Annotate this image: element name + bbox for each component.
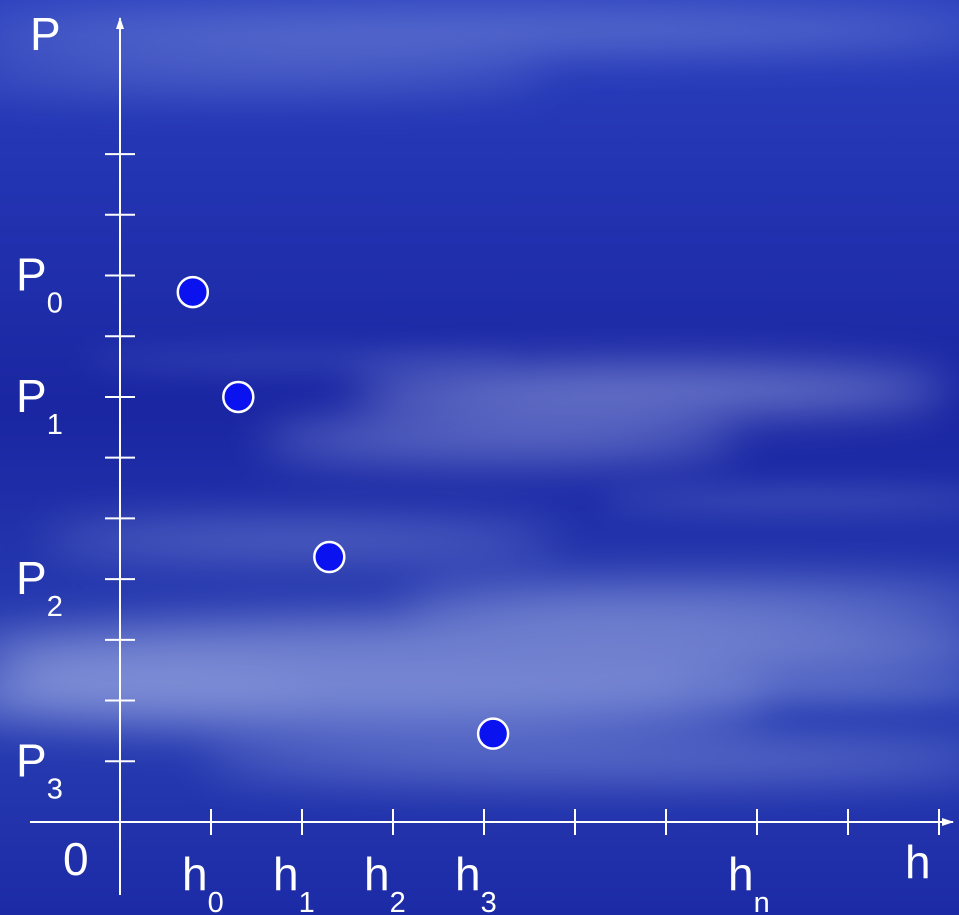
data-point <box>176 275 210 309</box>
origin-label: 0 <box>63 833 89 885</box>
y-tick-label: P3 <box>16 734 63 805</box>
y-ticks <box>105 153 135 763</box>
data-points <box>176 275 510 750</box>
data-point <box>476 717 510 750</box>
x-tick-label: h3 <box>455 848 497 915</box>
y-axis-label: P <box>30 8 61 60</box>
x-ticks <box>210 809 940 835</box>
x-tick-label: hn <box>728 848 770 915</box>
data-point <box>313 540 346 574</box>
y-tick-labels: P0 P1 P2 P3 <box>16 249 63 806</box>
x-tick-label: h0 <box>182 848 224 915</box>
y-tick-label: P2 <box>16 552 63 623</box>
x-axis-label: h <box>905 836 931 888</box>
y-tick-label: P0 <box>16 249 63 320</box>
y-tick-label: P1 <box>16 370 63 441</box>
data-point <box>222 380 255 414</box>
x-tick-label: h1 <box>273 848 315 915</box>
x-tick-labels: h0 h1 h2 h3 hn <box>182 848 770 915</box>
x-tick-label: h2 <box>364 848 406 915</box>
